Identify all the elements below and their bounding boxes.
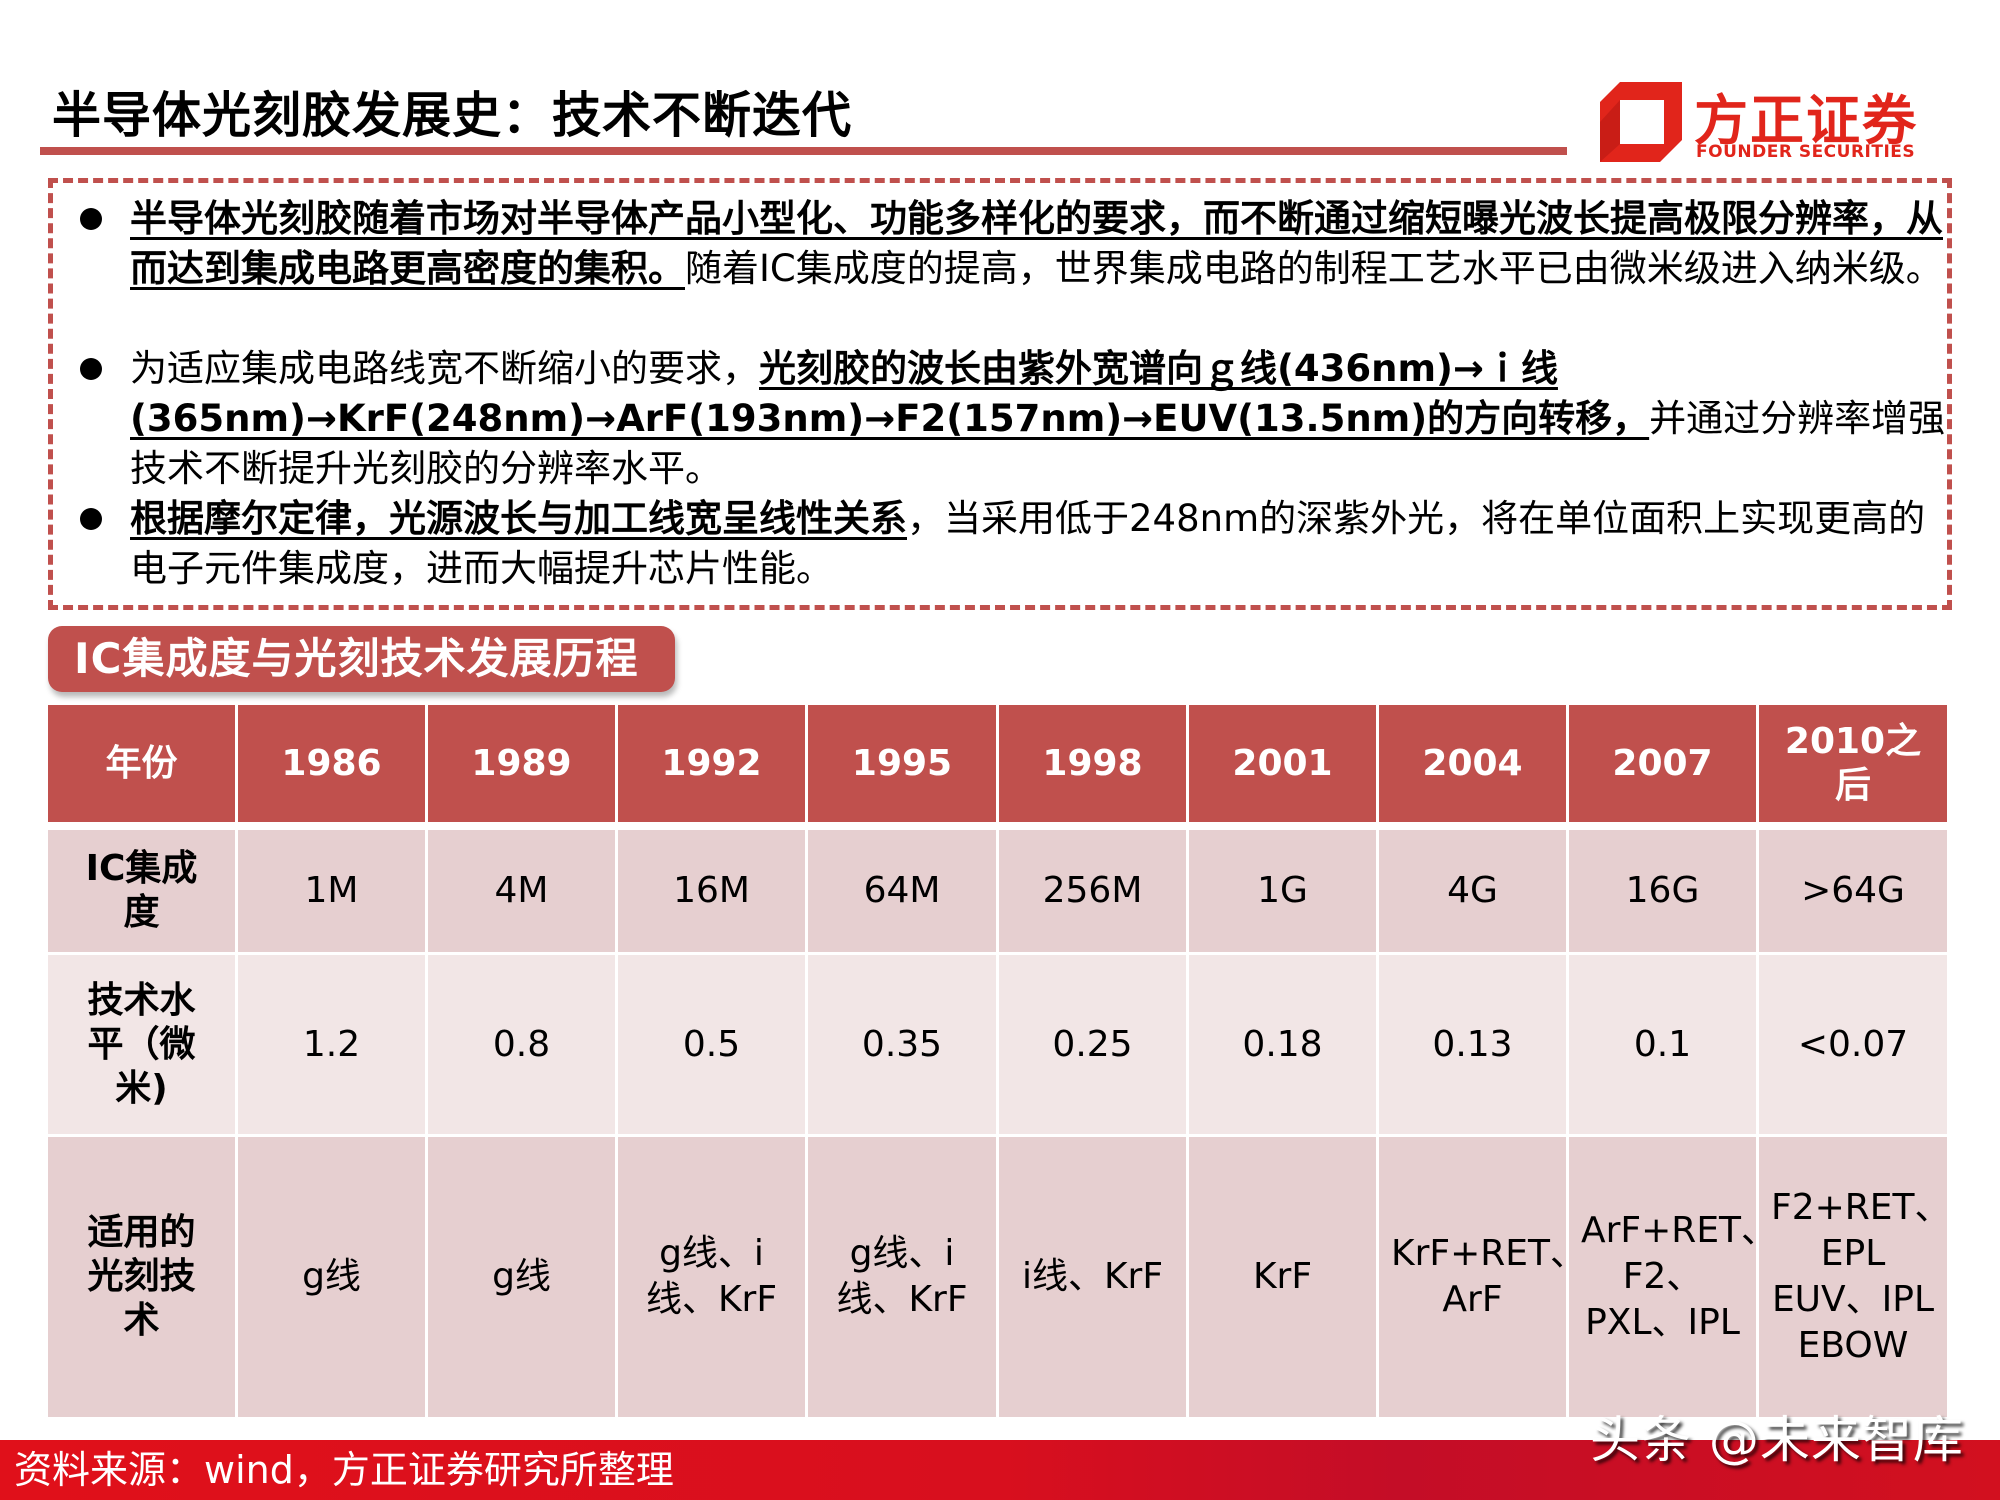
bullet-3-body: ，当采用低于248nm的深紫外光，将在单位面积上实现更高的电子元件集成度，进而大… bbox=[130, 497, 1926, 590]
table-cell: 0.5 bbox=[618, 955, 808, 1137]
header-cell: 1998 bbox=[999, 705, 1189, 830]
table-cell: 0.1 bbox=[1569, 955, 1759, 1137]
row-label: IC集成度 bbox=[48, 830, 238, 955]
header-cell: 2001 bbox=[1189, 705, 1379, 830]
table-cell: KrF+RET、ArF bbox=[1379, 1137, 1586, 1420]
table-header-row: 年份 1986 1989 1992 1995 1998 2001 2004 20… bbox=[48, 705, 1950, 830]
table-cell: 0.18 bbox=[1189, 955, 1379, 1137]
table-cell: 0.35 bbox=[808, 955, 999, 1137]
bullet-text: 根据摩尔定律，光源波长与加工线宽呈线性关系，当采用低于248nm的深紫外光，将在… bbox=[130, 494, 1960, 594]
table-cell: 0.13 bbox=[1379, 955, 1569, 1137]
bullet-2-intro: 为适应集成电路线宽不断缩小的要求， bbox=[130, 347, 759, 390]
bullet-dot-icon bbox=[80, 508, 102, 530]
header-cell: 1992 bbox=[618, 705, 808, 830]
header-cell: 1986 bbox=[238, 705, 428, 830]
table-cell: i线、KrF bbox=[999, 1137, 1189, 1420]
summary-box bbox=[48, 178, 1952, 610]
bullet-text: 为适应集成电路线宽不断缩小的要求，光刻胶的波长由紫外宽谱向ｇ线(436nm)→ｉ… bbox=[130, 344, 1960, 494]
logo-name-cn: 方正证券 bbox=[1694, 89, 1918, 152]
table-cell: 0.8 bbox=[428, 955, 618, 1137]
table-row: 适用的光刻技术 g线 g线 g线、i线、KrF g线、i线、KrF i线、KrF… bbox=[48, 1137, 1951, 1420]
bullet-2-emphasis: 光刻胶的波长由紫外宽谱向ｇ线(436nm)→ｉ线(365nm)→KrF(248n… bbox=[130, 347, 1650, 440]
table-cell: 1G bbox=[1189, 830, 1379, 955]
table-row: IC集成度 1M 4M 16M 64M 256M 1G 4G 16G >64G bbox=[48, 830, 1950, 955]
table-cell: <0.07 bbox=[1759, 955, 1950, 1137]
header-cell: 1995 bbox=[808, 705, 999, 830]
bullet-dot-icon bbox=[80, 208, 102, 230]
table-cell: >64G bbox=[1759, 830, 1950, 955]
header-cell: 年份 bbox=[48, 705, 238, 830]
bullet-3-emphasis: 根据摩尔定律，光源波长与加工线宽呈线性关系 bbox=[130, 497, 907, 540]
ic-lithography-table: 年份 1986 1989 1992 1995 1998 2001 2004 20… bbox=[48, 705, 1951, 1420]
bullet-1-emphasis: 半导体光刻胶随着市场对半导体产品小型化、功能多样化的要求，而不断通过缩短曝光波长… bbox=[130, 197, 1943, 290]
founder-logo-icon bbox=[1600, 82, 1682, 162]
table-cell: 4G bbox=[1379, 830, 1569, 955]
table-cell: 256M bbox=[999, 830, 1189, 955]
table-cell: 16G bbox=[1569, 830, 1759, 955]
bullet-1-body: 随着IC集成度的提高，世界集成电路的制程工艺水平已由微米级进入纳米级。 bbox=[685, 247, 1943, 290]
table-cell: KrF bbox=[1189, 1137, 1379, 1420]
table-cell: 1.2 bbox=[238, 955, 428, 1137]
table-cell: g线 bbox=[428, 1137, 618, 1420]
table-row: 技术水平（微米) 1.2 0.8 0.5 0.35 0.25 0.18 0.13… bbox=[48, 955, 1950, 1137]
table-cell: g线、i线、KrF bbox=[618, 1137, 808, 1420]
table-cell: 4M bbox=[428, 830, 618, 955]
table-cell: 0.25 bbox=[999, 955, 1189, 1137]
footer-bar bbox=[0, 1440, 2000, 1500]
table-cell: F2+RET、EPL EUV、IPL EBOW bbox=[1759, 1137, 1951, 1420]
table-cell: 1M bbox=[238, 830, 428, 955]
table-cell: g线、i线、KrF bbox=[808, 1137, 999, 1420]
header-cell: 2004 bbox=[1379, 705, 1569, 830]
section-title-tab: IC集成度与光刻技术发展历程 bbox=[48, 626, 675, 692]
bullet-2-body: 并通过分辨率增强技术不断提升光刻胶的分辨率水平。 bbox=[130, 397, 1946, 490]
watermark: 头条 @未来智库 bbox=[1590, 1411, 1964, 1469]
header-cell: 1989 bbox=[428, 705, 618, 830]
source-note: 资料来源：wind，方正证券研究所整理 bbox=[14, 1448, 674, 1492]
title-rule bbox=[40, 147, 1567, 155]
logo-name-en: FOUNDER SECURITIES bbox=[1696, 142, 1916, 162]
brand-logo: 方正证券 FOUNDER SECURITIES bbox=[1600, 80, 1930, 164]
table-cell: ArF+RET、F2、PXL、IPL bbox=[1569, 1137, 1777, 1420]
header-cell: 2010之后 bbox=[1759, 705, 1950, 830]
table-cell: g线 bbox=[238, 1137, 428, 1420]
page-title: 半导体光刻胶发展史：技术不断迭代 bbox=[52, 87, 853, 144]
table-cell: 64M bbox=[808, 830, 999, 955]
bullet-dot-icon bbox=[80, 358, 102, 380]
bullet-text: 半导体光刻胶随着市场对半导体产品小型化、功能多样化的要求，而不断通过缩短曝光波长… bbox=[130, 194, 1960, 294]
row-label: 技术水平（微米) bbox=[48, 955, 238, 1137]
header-cell: 2007 bbox=[1569, 705, 1759, 830]
table-cell: 16M bbox=[618, 830, 808, 955]
row-label: 适用的光刻技术 bbox=[48, 1137, 238, 1420]
